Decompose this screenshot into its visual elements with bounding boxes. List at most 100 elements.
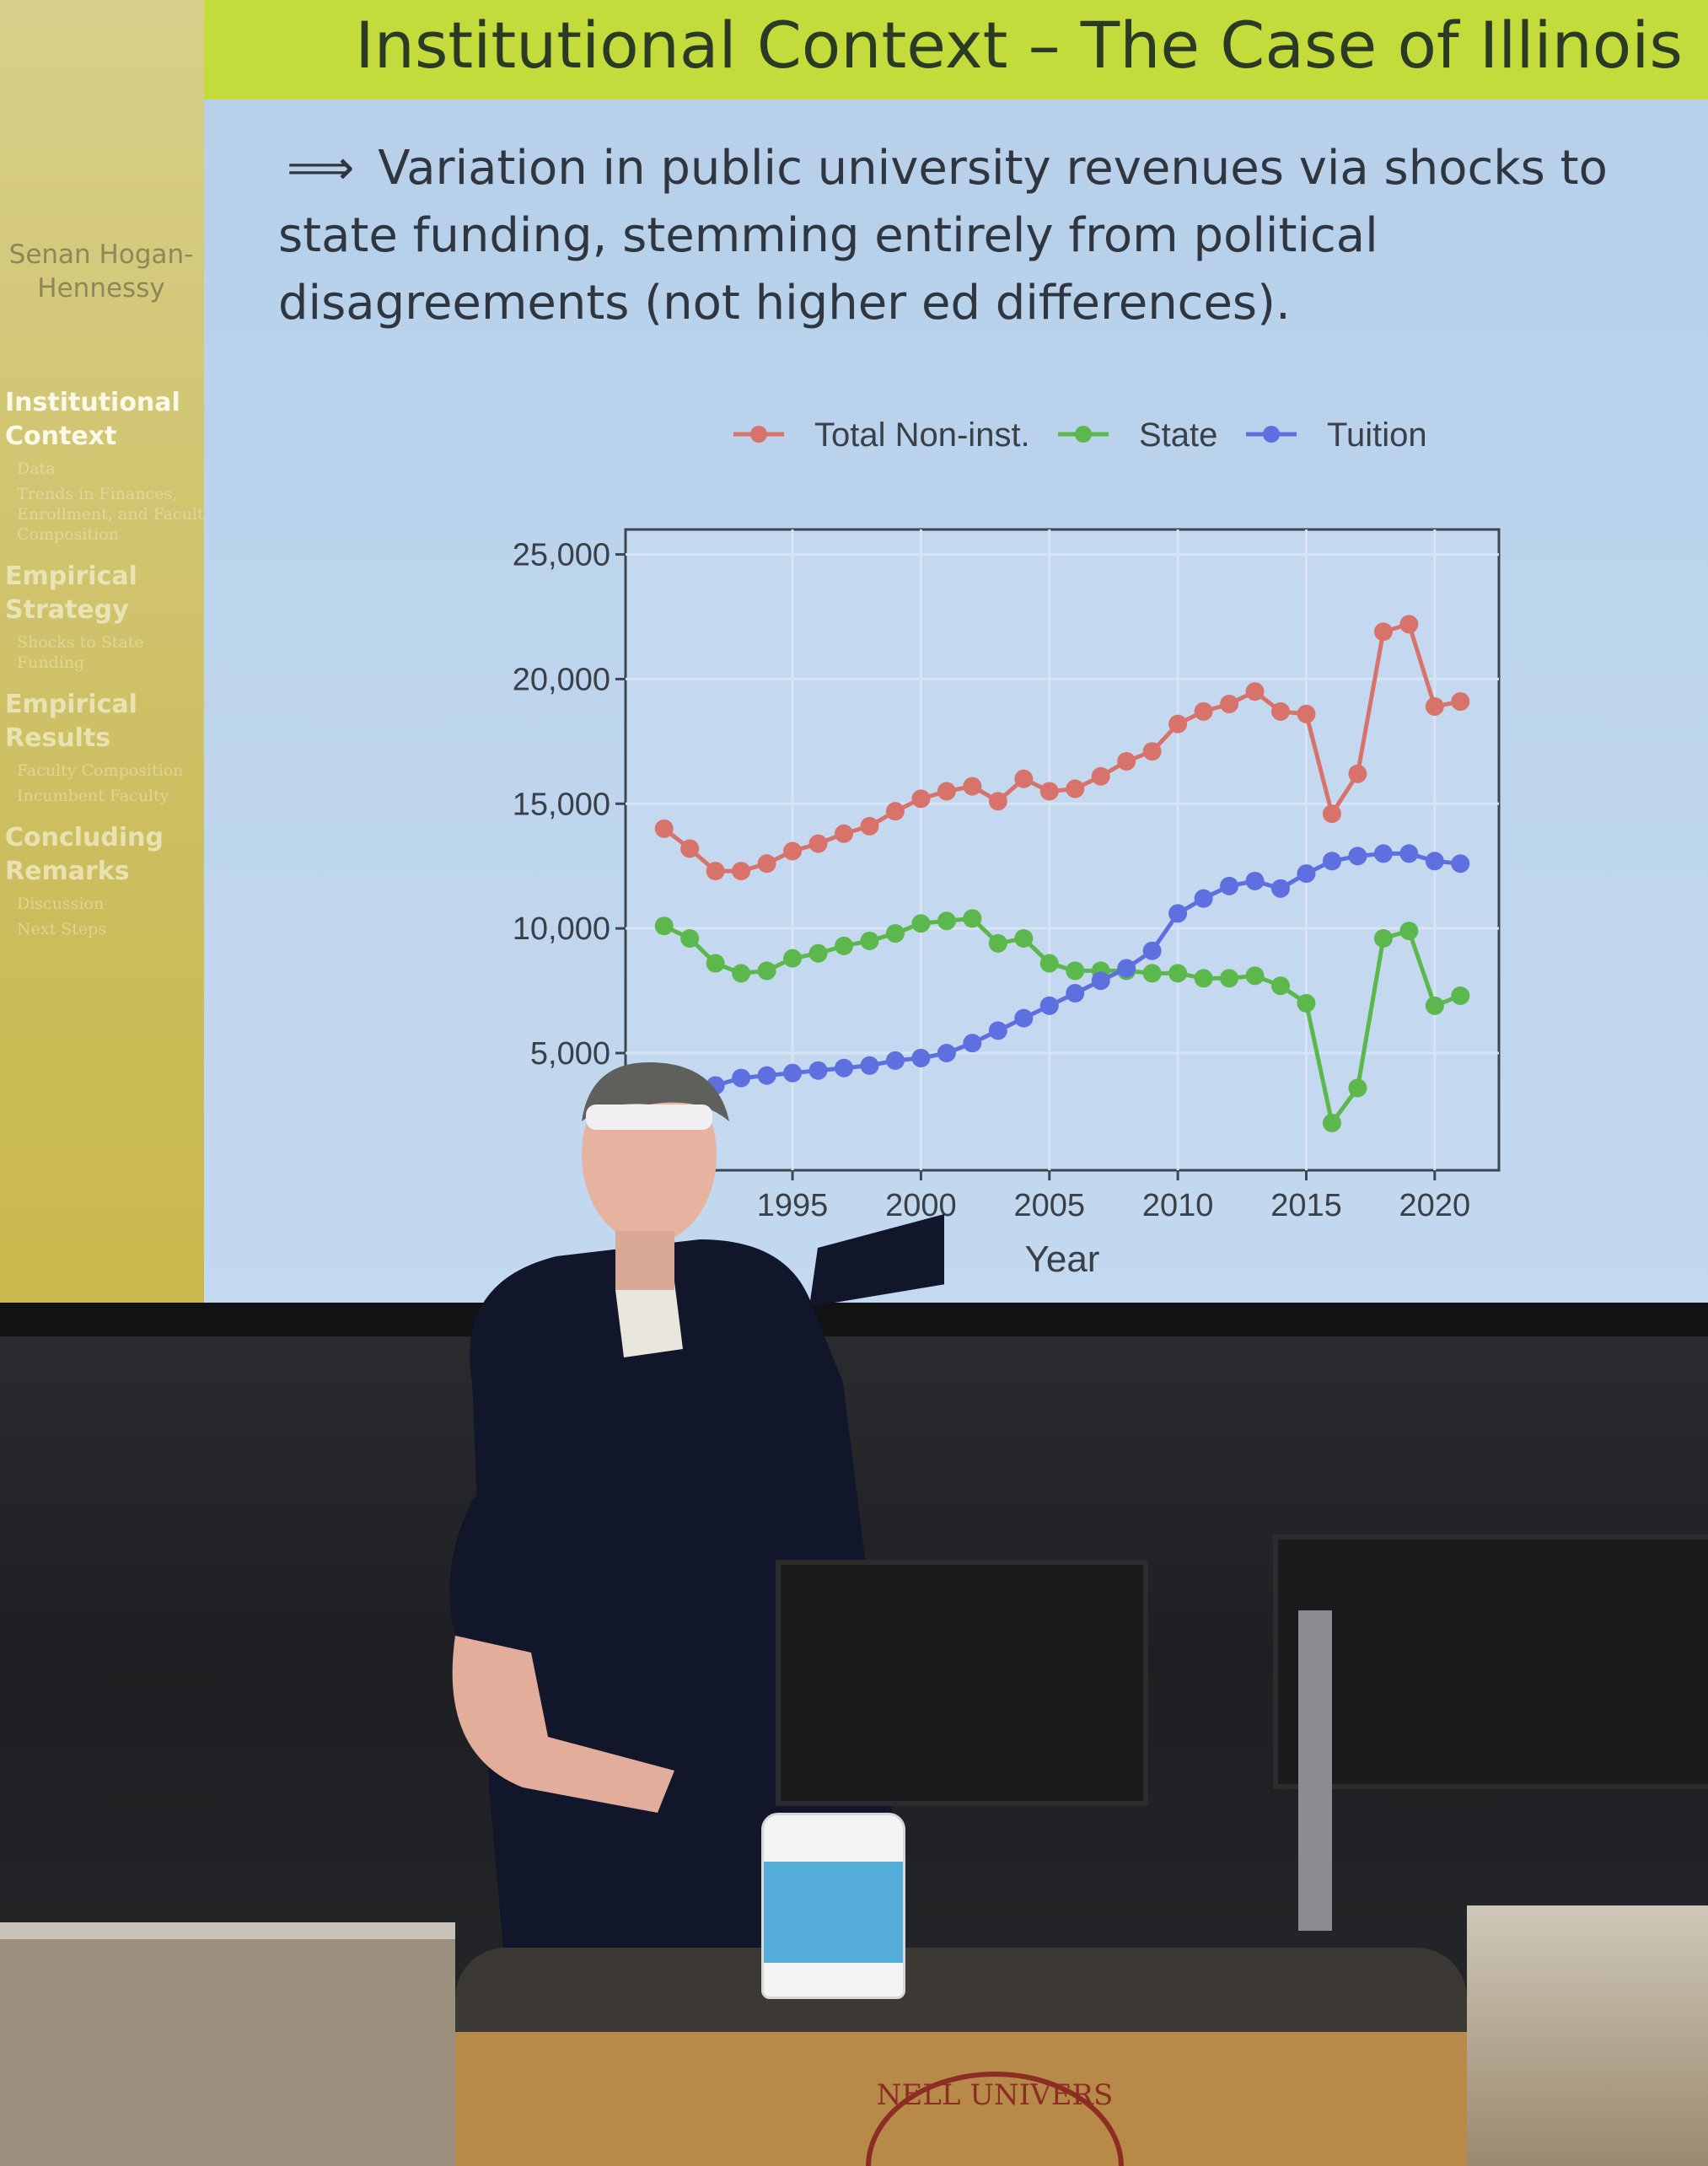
point-s2-2000 <box>911 1048 931 1067</box>
point-s2-2007 <box>1091 971 1110 991</box>
section-nav: Institutional Context Data Trends in Finan… <box>5 371 216 939</box>
slide-title-bar: Institutional Context – The Case of Illi… <box>204 0 1708 99</box>
point-s1-2016 <box>1322 1113 1341 1132</box>
point-s2-1994 <box>757 1066 776 1085</box>
point-s1-1995 <box>783 949 803 968</box>
x-tick-label-0: 1995 <box>757 1188 829 1223</box>
point-s1-2014 <box>1271 976 1290 996</box>
point-s0-2020 <box>1425 696 1444 716</box>
point-s2-2011 <box>1194 889 1213 908</box>
nav-section-1[interactable]: Institutional Context <box>5 388 180 451</box>
point-s2-2014 <box>1271 879 1290 898</box>
point-s1-2002 <box>963 909 982 928</box>
point-s0-2012 <box>1220 695 1239 714</box>
point-s0-2015 <box>1297 704 1316 723</box>
point-s2-1993 <box>732 1068 751 1088</box>
screen-bottom-frame <box>0 1303 1708 1336</box>
monitor-stand <box>1298 1610 1332 1931</box>
point-s2-2010 <box>1168 904 1188 923</box>
point-s0-2016 <box>1322 804 1341 824</box>
point-s0-2017 <box>1348 764 1367 783</box>
revenue-line-chart: 5,000 10,000 15,000 20,000 25,000 1995 2000 200… <box>513 417 1501 1280</box>
y-tick-label-4: 25,000 <box>513 538 610 573</box>
y-tick-label-0: 5,000 <box>530 1036 610 1072</box>
point-s0-2013 <box>1245 682 1265 701</box>
point-s1-2011 <box>1194 969 1213 988</box>
nav-subsection-1-2[interactable]: Trends in Finances, Enrollment, and Facu… <box>17 485 213 544</box>
point-s0-2021 <box>1451 692 1470 712</box>
bullet-text: Variation in public university revenues … <box>278 141 1608 331</box>
nav-section-4[interactable]: Concluding Remarks <box>5 823 164 886</box>
point-s1-2009 <box>1142 964 1162 983</box>
point-s1-1998 <box>860 931 879 950</box>
point-s0-2019 <box>1399 615 1419 634</box>
x-tick-label-1: 2000 <box>885 1188 957 1223</box>
monitor-right <box>1273 1534 1708 1789</box>
point-s1-1997 <box>835 936 853 955</box>
x-tick-label-5: 2020 <box>1399 1188 1471 1223</box>
point-s0-2002 <box>963 777 982 796</box>
point-s0-2006 <box>1066 779 1085 798</box>
point-s1-2000 <box>911 914 931 933</box>
slide-bullet: ⟹ Variation in public university revenues… <box>278 135 1678 337</box>
point-s0-1995 <box>783 841 803 861</box>
point-s2-2015 <box>1297 864 1316 884</box>
point-s1-2005 <box>1039 954 1059 973</box>
point-s0-2008 <box>1117 752 1136 771</box>
point-s1-1992 <box>706 954 725 973</box>
nav-section-2[interactable]: Empirical Strategy <box>5 562 137 625</box>
point-s2-2002 <box>963 1034 982 1053</box>
nav-subsection-3-2[interactable]: Incumbent Faculty <box>17 787 169 805</box>
point-s0-1998 <box>860 816 879 836</box>
point-s0-2005 <box>1039 782 1059 801</box>
point-s2-2001 <box>937 1044 956 1063</box>
wipes-container <box>761 1813 905 1999</box>
point-s1-2018 <box>1373 928 1393 948</box>
point-s0-2018 <box>1373 622 1393 642</box>
point-s2-2017 <box>1348 847 1367 866</box>
point-s2-2009 <box>1142 941 1162 960</box>
nav-subsection-3-1[interactable]: Faculty Composition <box>17 761 184 780</box>
point-s2-1996 <box>808 1061 828 1080</box>
point-s2-2005 <box>1039 996 1059 1015</box>
point-s2-1999 <box>885 1051 905 1070</box>
point-s2-2018 <box>1373 844 1393 863</box>
point-s0-2007 <box>1091 766 1110 786</box>
y-tick-label-3: 20,000 <box>513 662 610 697</box>
point-s2-2008 <box>1117 959 1136 978</box>
point-s0-1993 <box>732 862 751 881</box>
slide-sidebar: Senan Hogan-Hennessy Institutional Conte… <box>0 0 229 1311</box>
x-tick-label-4: 2015 <box>1270 1188 1342 1223</box>
y-tick-label-2: 15,000 <box>513 787 610 822</box>
point-s2-1998 <box>860 1056 879 1075</box>
point-s1-1993 <box>732 964 751 983</box>
nav-section-3[interactable]: Empirical Results <box>5 690 137 753</box>
author-name: Senan Hogan-Hennessy <box>8 239 194 304</box>
nav-subsection-2-1[interactable]: Shocks to State Funding <box>17 633 144 672</box>
legend-marker-2 <box>1263 426 1280 443</box>
point-s0-2011 <box>1194 701 1213 721</box>
point-s1-2021 <box>1451 986 1470 1005</box>
left-desk <box>0 1922 455 2166</box>
point-s0-2014 <box>1271 701 1290 721</box>
point-s2-1997 <box>835 1058 853 1078</box>
podium: NELL UNIVERS <box>455 1948 1467 2166</box>
point-s1-2012 <box>1220 969 1239 988</box>
nav-subsection-1-1[interactable]: Data <box>17 460 56 478</box>
point-s0-2000 <box>911 789 931 809</box>
point-s1-1994 <box>757 961 776 981</box>
point-s1-2004 <box>1014 928 1034 948</box>
point-s2-2003 <box>988 1021 1007 1040</box>
point-s0-2003 <box>988 792 1007 811</box>
point-s2-2004 <box>1014 1008 1034 1028</box>
point-s0-2009 <box>1142 742 1162 761</box>
nav-subsection-4-1[interactable]: Discussion <box>17 895 105 913</box>
legend-marker-1 <box>1075 426 1092 443</box>
x-tick-label-2: 2005 <box>1013 1188 1085 1223</box>
legend-marker-0 <box>750 426 767 443</box>
point-s0-1996 <box>808 834 828 853</box>
point-s0-1994 <box>757 854 776 873</box>
nav-subsection-4-2[interactable]: Next Steps <box>17 920 107 938</box>
point-s0-1997 <box>835 824 853 843</box>
